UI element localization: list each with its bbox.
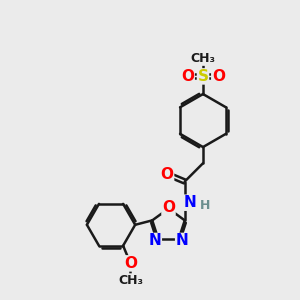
Text: S: S: [197, 69, 208, 84]
Text: N: N: [176, 233, 188, 248]
Text: N: N: [148, 233, 161, 248]
Text: O: O: [160, 167, 174, 182]
Text: O: O: [162, 200, 175, 214]
Text: CH₃: CH₃: [190, 52, 215, 65]
Text: O: O: [124, 256, 137, 271]
Text: CH₃: CH₃: [118, 274, 143, 287]
Text: N: N: [184, 195, 196, 210]
Text: O: O: [181, 69, 194, 84]
Text: H: H: [200, 199, 210, 212]
Text: O: O: [212, 69, 225, 84]
